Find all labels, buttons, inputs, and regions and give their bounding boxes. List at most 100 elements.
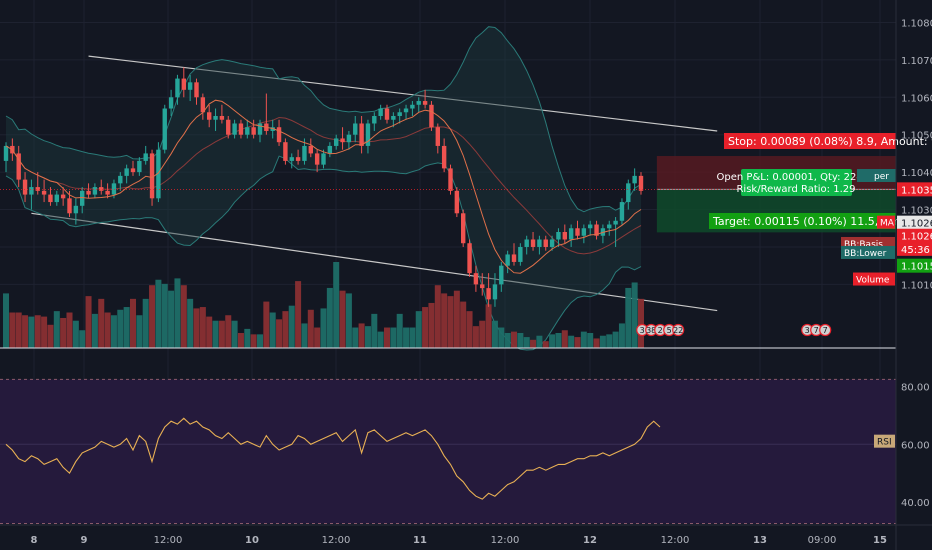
time-axis[interactable]: 8 9 12:00 10 12:00 11 12:00 12 12:00 13 09:00 15 <box>31 535 887 546</box>
candle[interactable] <box>283 138 288 165</box>
candle[interactable] <box>3 142 9 173</box>
candle[interactable] <box>505 250 510 274</box>
candle[interactable] <box>613 217 618 247</box>
candle[interactable] <box>473 265 479 292</box>
candle[interactable] <box>524 235 529 255</box>
candle[interactable] <box>162 104 167 154</box>
candle[interactable] <box>448 164 453 195</box>
candle[interactable] <box>321 149 326 169</box>
candle[interactable] <box>454 187 460 218</box>
candle[interactable] <box>588 220 593 236</box>
candle[interactable] <box>73 198 79 225</box>
candlesticks[interactable] <box>3 67 644 307</box>
candle[interactable] <box>187 74 193 102</box>
candle[interactable] <box>372 112 377 131</box>
candle[interactable] <box>86 183 91 199</box>
candle[interactable] <box>143 145 148 165</box>
candle[interactable] <box>137 157 142 176</box>
candle[interactable] <box>200 93 206 120</box>
candle[interactable] <box>219 104 225 124</box>
candle[interactable] <box>80 187 85 214</box>
candle[interactable] <box>327 142 333 158</box>
event-markers[interactable]: 3 38 2 5 22 3 7 7 <box>636 323 832 337</box>
candle[interactable] <box>245 119 250 139</box>
candle[interactable] <box>568 224 574 247</box>
position-labels[interactable]: Stop: 0.00089 (0.08%) 8.9, Amount: 980 T… <box>709 133 932 229</box>
candle[interactable] <box>124 164 129 184</box>
candle[interactable] <box>48 187 53 206</box>
candle[interactable] <box>486 273 491 307</box>
event-marker[interactable]: 22 <box>672 323 685 337</box>
candle[interactable] <box>54 190 59 206</box>
candle[interactable] <box>416 97 421 113</box>
rsi-axis[interactable]: 80.00 60.00 40.00 RSI <box>874 383 930 509</box>
candle[interactable] <box>276 119 282 146</box>
candle[interactable] <box>99 179 104 195</box>
candle[interactable] <box>403 104 409 120</box>
candle[interactable] <box>16 145 21 188</box>
candle[interactable] <box>22 172 28 203</box>
candle[interactable] <box>41 179 47 203</box>
candle[interactable] <box>289 153 294 169</box>
candle[interactable] <box>92 183 98 199</box>
candle[interactable] <box>35 172 40 195</box>
candle[interactable] <box>422 89 428 109</box>
candle[interactable] <box>168 89 174 116</box>
candle[interactable] <box>518 243 523 266</box>
candle[interactable] <box>334 134 339 150</box>
candle[interactable] <box>384 104 390 124</box>
candle[interactable] <box>441 138 447 173</box>
candle[interactable] <box>378 104 383 120</box>
candle[interactable] <box>435 123 440 154</box>
candle[interactable] <box>359 116 364 154</box>
candle[interactable] <box>175 74 180 105</box>
trendline-upper[interactable] <box>88 55 718 132</box>
candle[interactable] <box>308 138 313 158</box>
candle[interactable] <box>295 149 301 165</box>
candle[interactable] <box>467 239 472 277</box>
candle[interactable] <box>353 116 358 143</box>
trendline-lower[interactable] <box>31 212 718 312</box>
candle[interactable] <box>251 119 256 139</box>
candle[interactable] <box>397 108 402 124</box>
candle[interactable] <box>461 209 466 247</box>
event-marker[interactable]: 7 <box>819 323 832 337</box>
candle[interactable] <box>511 243 517 266</box>
trendlines[interactable] <box>31 55 718 312</box>
candle[interactable] <box>632 168 637 191</box>
candle[interactable] <box>105 183 110 199</box>
candle[interactable] <box>410 101 415 116</box>
candle[interactable] <box>60 187 66 206</box>
candle[interactable] <box>270 119 275 139</box>
candle[interactable] <box>499 261 504 292</box>
candle[interactable] <box>257 119 263 143</box>
candle[interactable] <box>429 101 434 131</box>
candle[interactable] <box>181 67 186 98</box>
candle[interactable] <box>575 220 580 240</box>
candle[interactable] <box>537 235 542 255</box>
candle[interactable] <box>626 179 631 210</box>
rsi-pane[interactable] <box>0 378 896 525</box>
candle[interactable] <box>232 119 237 139</box>
candle[interactable] <box>226 116 231 139</box>
candle[interactable] <box>207 104 212 128</box>
candle[interactable] <box>562 224 567 244</box>
candle[interactable] <box>118 172 123 191</box>
candle[interactable] <box>314 149 320 173</box>
candle[interactable] <box>492 273 498 307</box>
candle[interactable] <box>480 273 485 296</box>
candle[interactable] <box>130 160 136 176</box>
candle[interactable] <box>638 172 644 195</box>
candle[interactable] <box>340 127 345 150</box>
candle[interactable] <box>391 112 396 128</box>
candle[interactable] <box>543 235 548 251</box>
candle[interactable] <box>530 232 536 251</box>
candle[interactable] <box>619 198 625 225</box>
candle[interactable] <box>556 228 561 247</box>
candle[interactable] <box>29 179 34 210</box>
candle[interactable] <box>607 220 612 236</box>
candle[interactable] <box>365 119 371 154</box>
candle[interactable] <box>549 235 555 251</box>
candle[interactable] <box>194 78 199 105</box>
